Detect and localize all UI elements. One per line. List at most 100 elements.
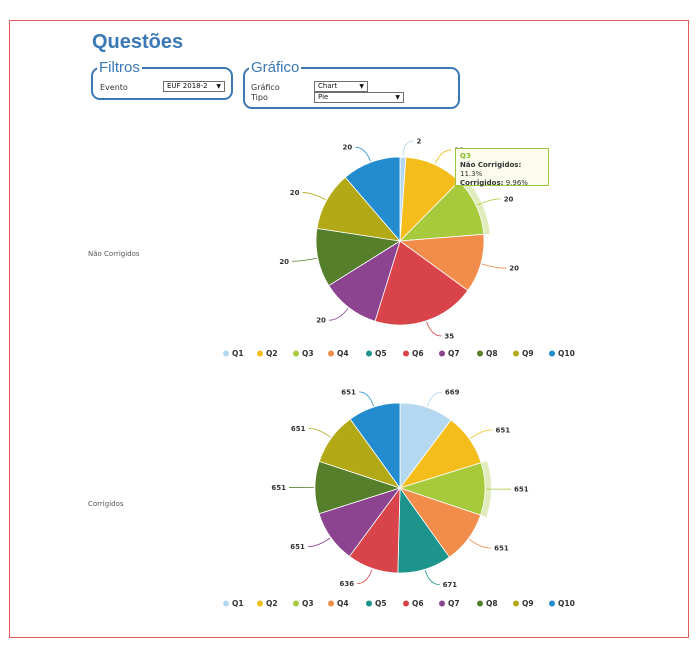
legend-marker [549,350,555,357]
data-label-connector [308,427,331,438]
data-label-connector [292,257,317,262]
grafico-select-value: Chart [318,82,338,90]
grafico-legend: Gráfico [251,59,300,76]
legend-marker [403,600,409,607]
legend-item-q6[interactable]: Q6 [403,349,424,358]
legend-marker [439,600,445,607]
legend-marker [477,350,483,357]
tipo-label: Tipo [251,93,268,102]
data-label-q1: 2 [417,138,422,146]
legend-item-q10[interactable]: Q10 [549,349,575,358]
legend-marker [477,600,483,607]
grafico-label: Gráfico [251,83,280,92]
chevron-down-icon: ▼ [359,83,364,90]
chart-tooltip: Q3 Não Corrigidos: 11.3% Corrigidos: 9.9… [455,148,549,188]
data-label-q10: 651 [341,388,356,396]
data-label-q1: 669 [445,389,460,397]
data-label-connector [358,391,374,407]
legend-label: Q4 [337,349,349,358]
legend-label: Q7 [448,599,460,608]
chevron-down-icon: ▼ [395,94,400,101]
data-label-q6: 636 [340,580,355,588]
evento-select-value: EUF 2018-2 [167,82,208,90]
legend-item-q6[interactable]: Q6 [403,599,424,608]
legend-item-q10[interactable]: Q10 [549,599,575,608]
legend-marker [549,600,555,607]
legend-marker [439,350,445,357]
grafico-select[interactable]: Chart ▼ [314,81,368,92]
data-label-q6: 35 [444,332,454,340]
legend-label: Q1 [232,599,244,608]
legend-item-q3[interactable]: Q3 [293,599,314,608]
legend-label: Q3 [302,599,314,608]
pie-slice-q6[interactable] [374,240,469,326]
legend-label: Q2 [266,349,278,358]
legend-label: Q6 [412,599,424,608]
legend-item-q8[interactable]: Q8 [477,599,498,608]
legend-item-q4[interactable]: Q4 [328,349,349,358]
content-frame [9,20,689,638]
legend-item-q8[interactable]: Q8 [477,349,498,358]
tooltip-row-1: Não Corrigidos: 11.3% [460,161,544,179]
legend-item-q2[interactable]: Q2 [257,599,278,608]
data-label-connector [357,569,373,584]
data-label-q5: 671 [443,581,458,589]
tooltip-row-2: Corrigidos: 9.96% [460,179,544,188]
page-title: Questões [92,31,184,53]
legend-marker [223,350,229,357]
filtros-legend: Filtros [99,59,140,76]
legend-item-q1[interactable]: Q1 [223,599,244,608]
legend-label: Q10 [558,349,575,358]
legend-label: Q4 [337,599,349,608]
data-label-connector [424,570,440,585]
tipo-select[interactable]: Pie ▼ [314,92,404,103]
legend-item-q5[interactable]: Q5 [366,599,387,608]
pie-chart-1: 22020203520202020 [279,138,519,341]
data-label-connector [302,192,326,201]
data-label-connector [307,537,331,548]
tipo-select-value: Pie [318,93,329,101]
legend-label: Q7 [448,349,460,358]
legend-item-q1[interactable]: Q1 [223,349,244,358]
legend-item-q5[interactable]: Q5 [366,349,387,358]
legend-item-q7[interactable]: Q7 [439,349,460,358]
legend-item-q3[interactable]: Q3 [293,349,314,358]
legend-item-q7[interactable]: Q7 [439,599,460,608]
data-label-q10: 20 [342,144,352,152]
data-label-q8: 20 [279,258,289,266]
chart-2-title: Corrigidos [88,500,124,508]
legend-marker [257,600,263,607]
pie-chart-2: 669 651 651 651 671 636 651 651 651 651 [271,388,528,589]
legend-marker [293,350,299,357]
legend-label: Q9 [522,349,534,358]
chart-1-title: Não Corrigidos [88,250,140,258]
legend-item-q9[interactable]: Q9 [513,599,534,608]
legend-label: Q2 [266,599,278,608]
legend-label: Q8 [486,599,498,608]
slice-halo-q3 [459,177,490,235]
tooltip-row-2-label: Corrigidos: [460,179,504,187]
legend-label: Q9 [522,599,534,608]
pie-slice-q10[interactable] [344,156,401,243]
data-label-q9: 20 [290,189,300,197]
tooltip-row-1-value: 11.3% [460,170,483,178]
legend-item-q9[interactable]: Q9 [513,349,534,358]
legend-item-q2[interactable]: Q2 [257,349,278,358]
data-label-q7: 20 [316,317,326,325]
legend-marker [366,600,372,607]
slice-halo-q3 [480,460,492,518]
evento-label: Evento [100,83,128,92]
legend-item-q4[interactable]: Q4 [328,599,349,608]
tooltip-title: Q3 [460,152,471,160]
data-label-connector [328,308,349,321]
pie-slice-q10[interactable] [349,402,401,490]
data-label-connector [402,140,414,157]
legend-label: Q8 [486,349,498,358]
chart-2-legend: Q1 Q2 Q3 Q4 Q5 Q6 Q7 Q8 Q9 Q10 [223,599,575,608]
filtros-panel: Filtros [91,59,233,100]
data-label-q9: 651 [291,425,306,433]
legend-marker [513,600,519,607]
legend-marker [223,600,229,607]
evento-select[interactable]: EUF 2018-2 ▼ [163,81,225,92]
